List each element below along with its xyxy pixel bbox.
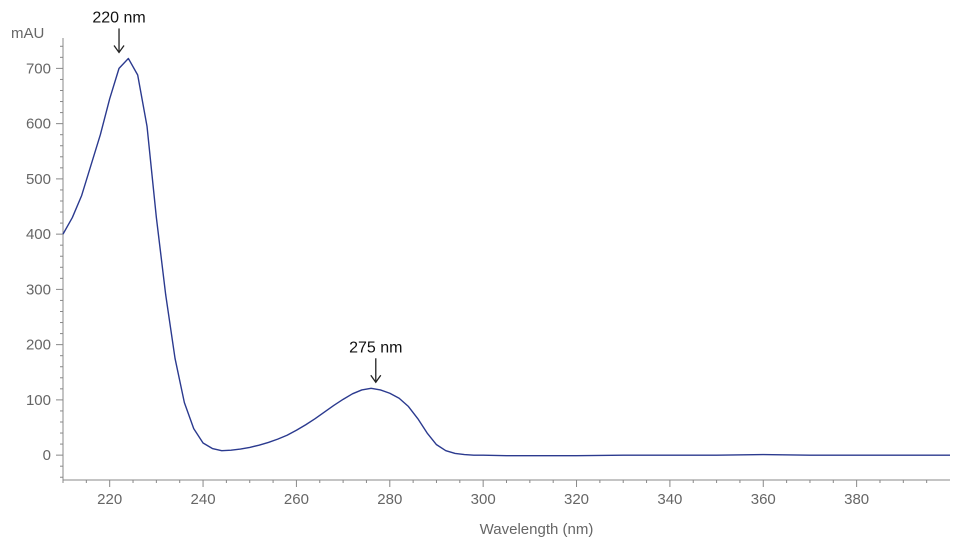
y-axis-label: mAU: [11, 25, 44, 42]
y-tick-label: 200: [26, 337, 51, 354]
ticks: 0 100 200 300 400 500 600 700 220 240 260 280 300 320…: [26, 45, 928, 508]
y-tick-label: 600: [26, 116, 51, 133]
y-tick-label: 400: [26, 226, 51, 243]
series-line-0: [62, 57, 950, 457]
x-tick-label: 240: [191, 491, 216, 508]
annotation-arrow-head: [370, 374, 382, 384]
y-tick-label: 100: [26, 392, 51, 409]
axes: [62, 38, 950, 481]
x-tick-label: 280: [377, 491, 402, 508]
y-tick-label: 300: [26, 281, 51, 298]
y-tick-label: 500: [26, 171, 51, 188]
x-tick-label: 340: [657, 491, 682, 508]
annotations: 220 nm 275 nm: [92, 9, 402, 384]
annotation-arrow-head: [113, 45, 125, 54]
x-tick-label: 360: [751, 491, 776, 508]
peak-annotation: 220 nm: [92, 9, 146, 54]
x-tick-label: 220: [97, 491, 122, 508]
x-tick-label: 300: [471, 491, 496, 508]
x-tick-label: 320: [564, 491, 589, 508]
y-tick-label: 700: [26, 60, 51, 77]
x-tick-label: 380: [844, 491, 869, 508]
peak-annotation: 275 nm: [349, 339, 402, 384]
annotation-label: 275 nm: [349, 339, 402, 356]
x-axis-label: Wavelength (nm): [480, 521, 594, 538]
series-group: [62, 57, 950, 457]
annotation-label: 220 nm: [92, 9, 145, 26]
y-tick-label: 0: [43, 447, 51, 464]
x-tick-label: 260: [284, 491, 309, 508]
